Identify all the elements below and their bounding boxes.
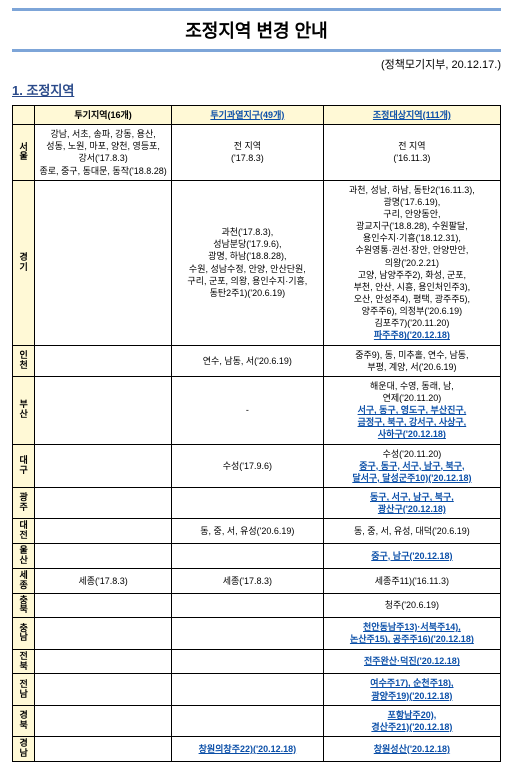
- cell-speculation: [35, 618, 172, 649]
- region-label: 경남: [13, 736, 35, 761]
- table-row: 울산 중구, 남구('20.12.18): [13, 544, 501, 569]
- cell-speculation: [35, 376, 172, 444]
- region-label: 대구: [13, 444, 35, 487]
- cell-adjustment: 천안동남주13)·서북주14),논산주15), 공주주16)('20.12.18…: [323, 618, 500, 649]
- header-blank: [13, 106, 35, 125]
- cell-adjustment: 여수주17), 순천주18),광양주19)('20.12.18): [323, 674, 500, 705]
- table-row: 경기 과천('17.8.3),성남분당('17.9.6),광명, 하남('18.8…: [13, 180, 501, 345]
- cell-speculation: [35, 736, 172, 761]
- cell-adjustment: 중주9), 동, 미추홀, 연수, 남동,부평, 계양, 서('20.6.19): [323, 345, 500, 376]
- cell-overheated: [171, 674, 323, 705]
- cell-overheated: [171, 618, 323, 649]
- cell-overheated: [171, 544, 323, 569]
- section-header: 1. 조정지역: [12, 80, 501, 105]
- cell-speculation: 세종('17.8.3): [35, 568, 172, 593]
- table-row: 대전 동, 중, 서, 유성('20.6.19)동, 중, 서, 유성, 대덕('…: [13, 519, 501, 544]
- cell-speculation: [35, 345, 172, 376]
- region-label: 경기: [13, 180, 35, 345]
- cell-overheated: [171, 487, 323, 518]
- cell-speculation: 강남, 서초, 송파, 강동, 용산,성동, 노원, 마포, 양천, 영등포,강…: [35, 125, 172, 181]
- cell-overheated: 과천('17.8.3),성남분당('17.9.6),광명, 하남('18.8.2…: [171, 180, 323, 345]
- cell-overheated: 연수, 남동, 서('20.6.19): [171, 345, 323, 376]
- cell-adjustment: 전 지역('16.11.3): [323, 125, 500, 181]
- region-label: 광주: [13, 487, 35, 518]
- table-row: 충북 청주('20.6.19): [13, 593, 501, 618]
- header-speculation: 투기지역(16개): [35, 106, 172, 125]
- region-label: 전남: [13, 674, 35, 705]
- table-row: 세종세종('17.8.3)세종('17.8.3)세종주11)('16.11.3): [13, 568, 501, 593]
- cell-overheated: 창원의창주22)('20.12.18): [171, 736, 323, 761]
- cell-speculation: [35, 544, 172, 569]
- table-row: 대구 수성('17.9.6)수성('20.11.20)중구, 동구, 서구, 남구…: [13, 444, 501, 487]
- cell-speculation: [35, 519, 172, 544]
- region-label: 서울: [13, 125, 35, 181]
- table-row: 전남 여수주17), 순천주18),광양주19)('20.12.18): [13, 674, 501, 705]
- cell-speculation: [35, 649, 172, 674]
- cell-adjustment: 수성('20.11.20)중구, 동구, 서구, 남구, 북구,달서구, 달성군…: [323, 444, 500, 487]
- cell-adjustment: 청주('20.6.19): [323, 593, 500, 618]
- region-label: 대전: [13, 519, 35, 544]
- table-row: 인천 연수, 남동, 서('20.6.19)중주9), 동, 미추홀, 연수, 남…: [13, 345, 501, 376]
- cell-speculation: [35, 444, 172, 487]
- cell-overheated: -: [171, 376, 323, 444]
- region-label: 충북: [13, 593, 35, 618]
- cell-adjustment: 중구, 남구('20.12.18): [323, 544, 500, 569]
- region-label: 울산: [13, 544, 35, 569]
- cell-speculation: [35, 180, 172, 345]
- cell-adjustment: 해운대, 수영, 동래, 남,연제('20.11.20)서구, 동구, 영도구,…: [323, 376, 500, 444]
- cell-adjustment: 전주완산·덕진('20.12.18): [323, 649, 500, 674]
- region-label: 인천: [13, 345, 35, 376]
- cell-overheated: 수성('17.9.6): [171, 444, 323, 487]
- cell-speculation: [35, 487, 172, 518]
- cell-overheated: 동, 중, 서, 유성('20.6.19): [171, 519, 323, 544]
- page-title: 조정지역 변경 안내: [12, 11, 501, 49]
- cell-adjustment: 과천, 성남, 하남, 동탄2('16.11.3),광명('17.6.19),구…: [323, 180, 500, 345]
- region-label: 전북: [13, 649, 35, 674]
- table-row: 광주 동구, 서구, 남구, 북구,광산구('20.12.18): [13, 487, 501, 518]
- table-row: 충남 천안동남주13)·서북주14),논산주15), 공주주16)('20.12.…: [13, 618, 501, 649]
- region-label: 세종: [13, 568, 35, 593]
- adjustment-table: 투기지역(16개) 투기과열지구(49개) 조정대상지역(111개) 서울강남,…: [12, 105, 501, 762]
- region-label: 부산: [13, 376, 35, 444]
- cell-adjustment: 동, 중, 서, 유성, 대덕('20.6.19): [323, 519, 500, 544]
- region-label: 충남: [13, 618, 35, 649]
- header-overheated: 투기과열지구(49개): [171, 106, 323, 125]
- header-adjustment: 조정대상지역(111개): [323, 106, 500, 125]
- cell-overheated: 전 지역('17.8.3): [171, 125, 323, 181]
- cell-overheated: [171, 593, 323, 618]
- cell-overheated: [171, 649, 323, 674]
- table-header-row: 투기지역(16개) 투기과열지구(49개) 조정대상지역(111개): [13, 106, 501, 125]
- table-row: 경남 창원의창주22)('20.12.18)창원성산('20.12.18): [13, 736, 501, 761]
- cell-adjustment: 창원성산('20.12.18): [323, 736, 500, 761]
- table-row: 서울강남, 서초, 송파, 강동, 용산,성동, 노원, 마포, 양천, 영등포…: [13, 125, 501, 181]
- table-row: 전북 전주완산·덕진('20.12.18): [13, 649, 501, 674]
- cell-overheated: 세종('17.8.3): [171, 568, 323, 593]
- cell-speculation: [35, 593, 172, 618]
- table-row: 부산 -해운대, 수영, 동래, 남,연제('20.11.20)서구, 동구, 영…: [13, 376, 501, 444]
- source-line: (정책모기지부, 20.12.17.): [12, 52, 501, 80]
- cell-adjustment: 동구, 서구, 남구, 북구,광산구('20.12.18): [323, 487, 500, 518]
- cell-speculation: [35, 674, 172, 705]
- cell-adjustment: 세종주11)('16.11.3): [323, 568, 500, 593]
